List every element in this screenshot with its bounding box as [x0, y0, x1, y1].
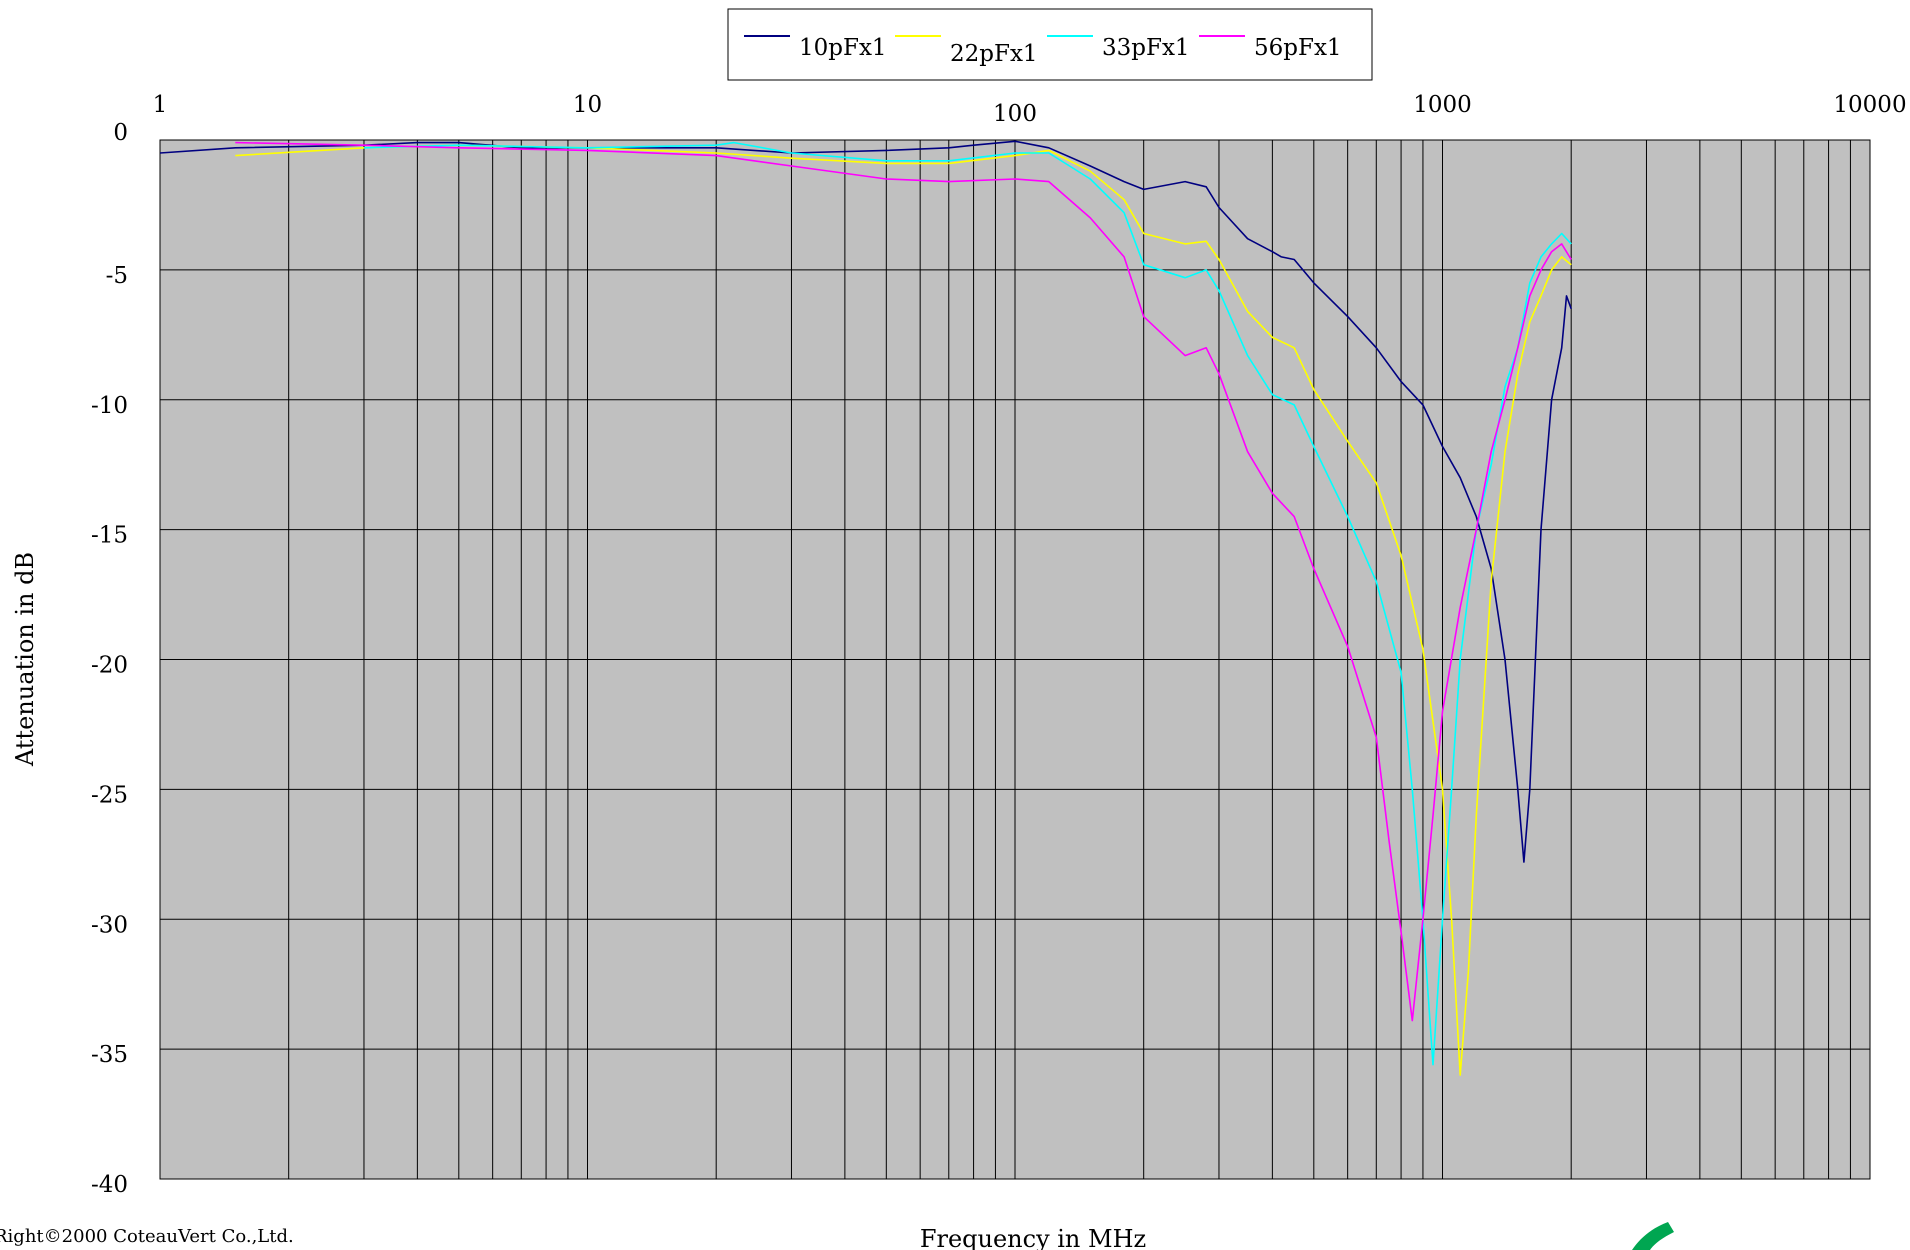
grid — [159, 139, 1870, 1180]
y-tick-label: -20 — [91, 653, 128, 679]
copyright-text: Right©2000 CoteauVert Co.,Ltd. — [0, 1226, 294, 1247]
series-line-10pfx1 — [159, 140, 1572, 863]
x-tick-label: 1 — [153, 92, 168, 118]
legend-label: 22pFx1 — [950, 41, 1038, 67]
x-tick-label: 10 — [573, 92, 602, 118]
y-tick-label: -35 — [91, 1042, 128, 1068]
series-lines — [159, 140, 1572, 1076]
legend-label: 56pFx1 — [1254, 35, 1342, 61]
plot-frame — [159, 139, 1871, 1180]
y-tick-labels: 0 -5 -10 -15 -20 -25 -30 -35 -40 — [91, 120, 128, 1198]
series-line-56pfx1 — [235, 141, 1572, 1022]
y-tick-label: -40 — [91, 1172, 128, 1198]
x-tick-label: 10000 — [1833, 92, 1906, 118]
legend-label: 10pFx1 — [799, 35, 887, 61]
x-tick-labels: 1 10 100 1000 10000 — [153, 92, 1907, 127]
y-tick-label: -25 — [91, 782, 128, 808]
y-tick-label: -15 — [91, 523, 128, 549]
legend-box — [727, 8, 1373, 81]
series-line-22pfx1 — [235, 144, 1572, 1076]
x-tick-label: 100 — [993, 101, 1037, 127]
y-tick-label: -10 — [91, 393, 128, 419]
y-tick-label: 0 — [113, 120, 128, 146]
legend: 10pFx1 22pFx1 33pFx1 56pFx1 — [727, 8, 1373, 81]
x-tick-label: 1000 — [1413, 92, 1472, 118]
y-tick-label: -30 — [91, 912, 128, 938]
company-logo — [1632, 1222, 1674, 1250]
y-axis-title: Attenuation in dB — [11, 552, 39, 767]
legend-label: 33pFx1 — [1102, 35, 1190, 61]
series-line-33pfx1 — [363, 141, 1572, 1066]
x-axis-title: Frequency in MHz — [920, 1225, 1146, 1250]
y-tick-label: -5 — [106, 263, 128, 289]
